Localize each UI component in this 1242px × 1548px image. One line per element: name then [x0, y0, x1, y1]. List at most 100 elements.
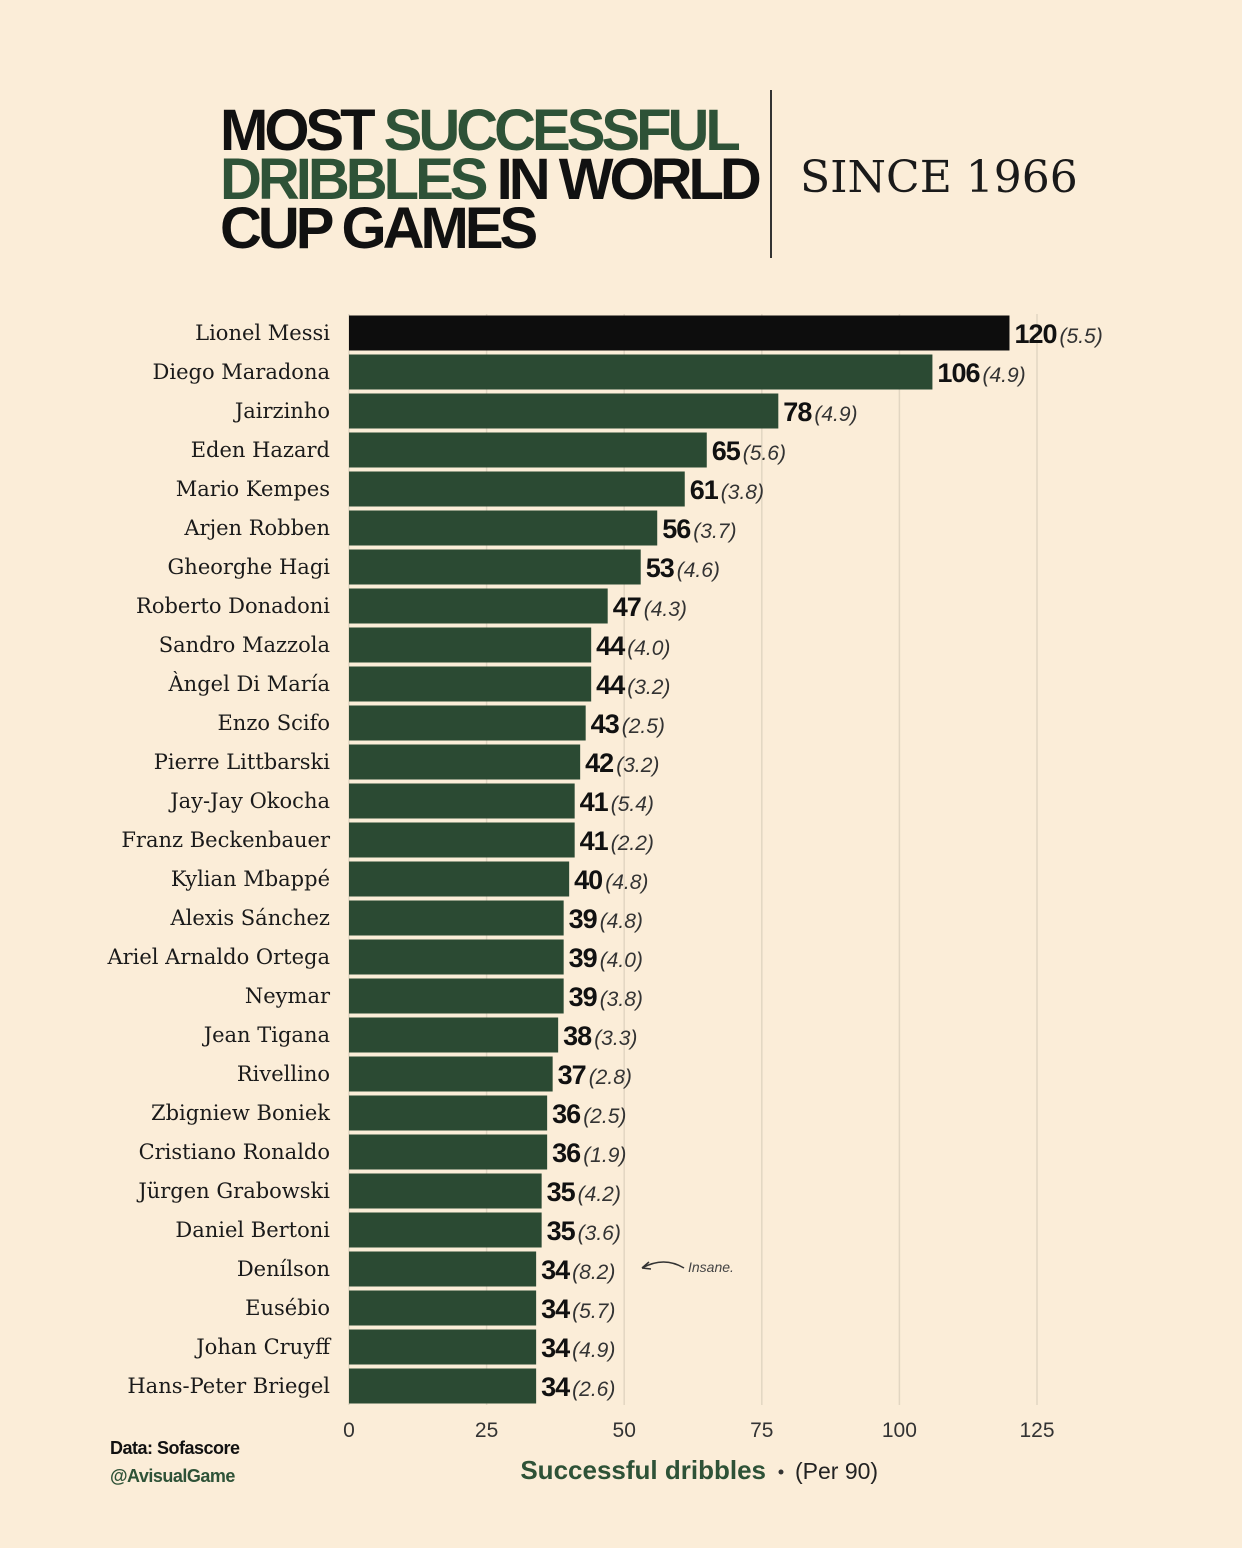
category-label: Àngel Di María: [168, 672, 330, 696]
bar: [349, 1134, 548, 1170]
subtitle: SINCE 1966: [800, 152, 1078, 203]
bar: [349, 549, 641, 585]
title-segment: MOST: [220, 98, 375, 163]
per-90-label: (2.2): [611, 832, 654, 855]
value-label: 78: [783, 397, 812, 427]
value-label-group: 106 (4.9): [937, 358, 1025, 388]
value-label: 61: [690, 475, 719, 505]
per-90-label: (1.9): [583, 1144, 626, 1167]
per-90-label: (3.8): [721, 481, 764, 504]
title-segment: DRIBBLES: [220, 147, 487, 212]
category-label: Denílson: [237, 1257, 330, 1281]
title-segment: IN WORLD: [497, 147, 760, 212]
category-label: Pierre Littbarski: [154, 750, 330, 774]
value-label: 106: [937, 358, 980, 388]
value-label-group: 34 (8.2): [541, 1255, 615, 1285]
x-tick-label: 125: [1019, 1419, 1054, 1442]
bar: [349, 1095, 548, 1131]
x-axis-label-secondary: (Per 90): [795, 1458, 878, 1484]
per-90-label: (2.5): [583, 1105, 626, 1128]
x-tick-label: 0: [343, 1419, 355, 1442]
per-90-label: (4.0): [627, 637, 670, 660]
annotation: Insane.: [688, 1259, 734, 1275]
category-label: Diego Maradona: [153, 360, 330, 384]
category-label: Neymar: [245, 984, 331, 1008]
per-90-label: (4.9): [572, 1339, 615, 1362]
value-label-group: 35 (3.6): [547, 1216, 621, 1246]
category-label: Jean Tigana: [202, 1023, 330, 1047]
per-90-label: (3.2): [616, 754, 659, 777]
per-90-label: (4.3): [644, 598, 687, 621]
bar: [349, 471, 685, 507]
category-label: Kylian Mbappé: [171, 867, 330, 891]
bar: [349, 354, 933, 390]
value-label-group: 47 (4.3): [613, 592, 687, 622]
category-label: Ariel Arnaldo Ortega: [106, 945, 330, 969]
per-90-label: (3.7): [693, 520, 736, 543]
value-label: 56: [662, 514, 691, 544]
value-label: 36: [552, 1138, 581, 1168]
bar: [349, 1329, 537, 1365]
category-label: Cristiano Ronaldo: [139, 1140, 330, 1164]
value-label: 43: [591, 709, 620, 739]
bar: [349, 666, 592, 702]
bar: [349, 1173, 542, 1209]
per-90-label: (4.2): [578, 1183, 621, 1206]
per-90-label: (4.6): [677, 559, 720, 582]
bar: [349, 705, 586, 741]
category-label: Alexis Sánchez: [169, 906, 330, 930]
value-label: 34: [541, 1255, 570, 1285]
title-line: CUP GAMES: [220, 196, 537, 261]
value-label-group: 42 (3.2): [585, 748, 659, 778]
category-label: Jürgen Grabowski: [136, 1179, 330, 1203]
bar: [349, 588, 608, 624]
bar: [349, 627, 592, 663]
bar: [349, 510, 658, 546]
value-label-group: 41 (5.4): [580, 787, 654, 817]
value-label: 41: [580, 826, 609, 856]
title-segment: CUP GAMES: [220, 196, 537, 261]
category-label: Arjen Robben: [183, 516, 330, 540]
value-label-group: 53 (4.6): [646, 553, 720, 583]
category-label: Eusébio: [245, 1296, 330, 1320]
per-90-label: (2.5): [622, 715, 665, 738]
value-label-group: 35 (4.2): [547, 1177, 621, 1207]
x-tick-label: 75: [750, 1419, 773, 1442]
per-90-label: (5.4): [611, 793, 654, 816]
per-90-label: (2.6): [572, 1378, 615, 1401]
bar: [349, 861, 570, 897]
x-tick-label: 25: [475, 1419, 498, 1442]
per-90-label: (5.6): [743, 442, 786, 465]
value-label: 53: [646, 553, 675, 583]
x-tick-label: 50: [613, 1419, 636, 1442]
per-90-label: (8.2): [572, 1261, 615, 1284]
value-label-group: 44 (4.0): [596, 631, 670, 661]
bar: [349, 1251, 537, 1287]
value-label: 35: [547, 1177, 576, 1207]
value-label: 39: [569, 943, 598, 973]
value-label: 65: [712, 436, 741, 466]
value-label: 39: [569, 982, 598, 1012]
value-label-group: 43 (2.5): [591, 709, 665, 739]
category-label: Enzo Scifo: [217, 711, 330, 735]
value-label-group: 39 (3.8): [569, 982, 643, 1012]
category-label: Sandro Mazzola: [159, 633, 330, 657]
value-label: 37: [558, 1060, 586, 1090]
per-90-label: (4.8): [600, 910, 643, 933]
bar: [349, 1017, 559, 1053]
value-label-group: 41 (2.2): [580, 826, 654, 856]
bar: [349, 1368, 537, 1404]
value-label: 34: [541, 1294, 570, 1324]
value-label: 34: [541, 1333, 570, 1363]
value-label-group: 36 (2.5): [552, 1099, 626, 1129]
bar: [349, 1056, 553, 1092]
value-label-group: 34 (2.6): [541, 1372, 615, 1402]
per-90-label: (5.7): [572, 1300, 615, 1323]
bar: [349, 783, 575, 819]
source: Data: Sofascore: [110, 1438, 240, 1458]
bar: [349, 900, 564, 936]
value-label: 44: [596, 631, 625, 661]
bar: [349, 1290, 537, 1326]
per-90-label: (4.9): [982, 364, 1025, 387]
